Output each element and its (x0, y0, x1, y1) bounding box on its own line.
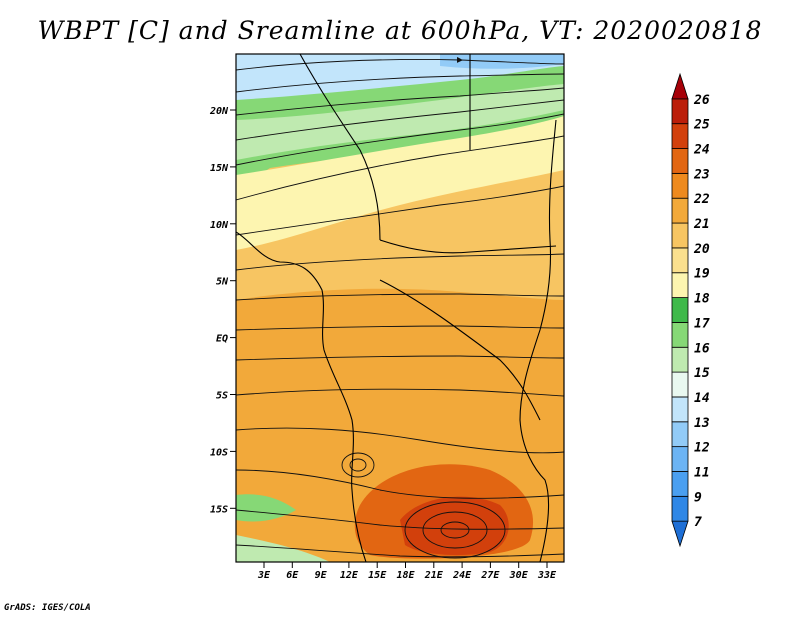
colorbar-label: 20 (693, 242, 710, 257)
colorbar-label: 21 (693, 217, 710, 232)
colorbar-bin (671, 297, 689, 323)
colorbar-bin (671, 123, 689, 149)
lon-label: 6E (286, 570, 299, 581)
colorbar-label: 14 (694, 391, 710, 406)
lat-label: 10S (210, 447, 228, 458)
colorbar-label: 19 (694, 267, 710, 282)
colorbar-bin (671, 272, 689, 298)
colorbar-label: 25 (693, 118, 710, 133)
lon-label: 15E (368, 570, 387, 581)
colorbar-bin (671, 197, 689, 224)
chart-title: WBPT [C] and Sreamline at 600hPa, VT: 20… (37, 16, 763, 45)
colorbar-bin (671, 247, 689, 274)
lat-label: 15N (210, 163, 229, 174)
colorbar-bin (671, 446, 689, 472)
colorbar-label: 24 (693, 143, 710, 158)
longitude-axis: 3E 6E 9E 12E 15E 18E 21E 24E 27E 30E 33E (257, 562, 557, 581)
lon-label: 27E (480, 570, 500, 581)
lat-label: 15S (210, 504, 228, 515)
colorbar-bin (671, 72, 689, 100)
colorbar-label: 16 (694, 341, 710, 356)
colorbar-bin (671, 346, 689, 373)
streamlines (236, 56, 564, 559)
colorbar-bin (671, 396, 689, 423)
colorbar-label: 23 (693, 167, 710, 182)
colorbar-bin (671, 371, 689, 398)
colorbar-bin (671, 222, 689, 249)
field-sw-lightgreen (236, 535, 330, 562)
colorbar-label: 15 (694, 366, 710, 381)
colorbar: 7 9 11 12 13 14 15 16 17 18 19 20 21 22 23 24 25 26 (671, 72, 710, 548)
lat-label: 5S (216, 391, 228, 402)
shaded-field (236, 54, 564, 562)
field-paleyellow-band (236, 116, 564, 250)
lon-label: 3E (257, 570, 271, 581)
lon-label: 9E (315, 570, 328, 581)
map-frame (235, 53, 565, 563)
colorbar-bin (671, 172, 689, 199)
colorbar-bin (671, 98, 689, 125)
lon-label: 21E (424, 570, 444, 581)
lat-label: EQ (216, 334, 228, 345)
colorbar-label: 7 (694, 515, 702, 530)
colorbar-label: 11 (694, 465, 710, 480)
lat-label: 5N (216, 277, 229, 288)
colorbar-label: 13 (694, 416, 710, 431)
latitude-axis: 20N 15N 10N 5N EQ 5S 10S 15S (209, 106, 236, 515)
credit-text: GrADS: IGES/COLA (4, 603, 91, 613)
colorbar-bin (671, 520, 689, 548)
lat-label: 20N (209, 106, 229, 117)
lon-label: 12E (340, 570, 359, 581)
colorbar-bin (671, 495, 689, 522)
lon-label: 30E (509, 570, 529, 581)
colorbar-bin (671, 322, 689, 348)
lon-label: 18E (396, 570, 415, 581)
colorbar-label: 12 (694, 441, 710, 456)
colorbar-label: 26 (693, 93, 710, 108)
colorbar-bin (671, 471, 689, 497)
colorbar-label: 18 (694, 292, 710, 307)
coastlines (236, 54, 557, 562)
colorbar-label: 22 (693, 192, 710, 207)
lon-label: 33E (537, 570, 557, 581)
colorbar-bin (671, 148, 689, 174)
lon-label: 24E (452, 570, 472, 581)
lat-label: 10N (210, 220, 229, 231)
colorbar-label: 17 (694, 316, 710, 331)
field-lightgreen-band (236, 84, 564, 160)
colorbar-bin (671, 421, 689, 448)
colorbar-label: 9 (694, 490, 702, 505)
